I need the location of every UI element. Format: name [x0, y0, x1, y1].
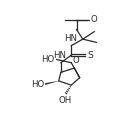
Text: S: S [87, 51, 93, 60]
Text: HN: HN [64, 34, 77, 43]
Polygon shape [45, 81, 59, 85]
Text: O: O [90, 15, 97, 24]
Text: HO: HO [31, 80, 44, 89]
Text: HN: HN [53, 51, 66, 60]
Text: O: O [72, 56, 79, 65]
Text: OH: OH [58, 96, 72, 105]
Text: HO: HO [41, 55, 54, 64]
